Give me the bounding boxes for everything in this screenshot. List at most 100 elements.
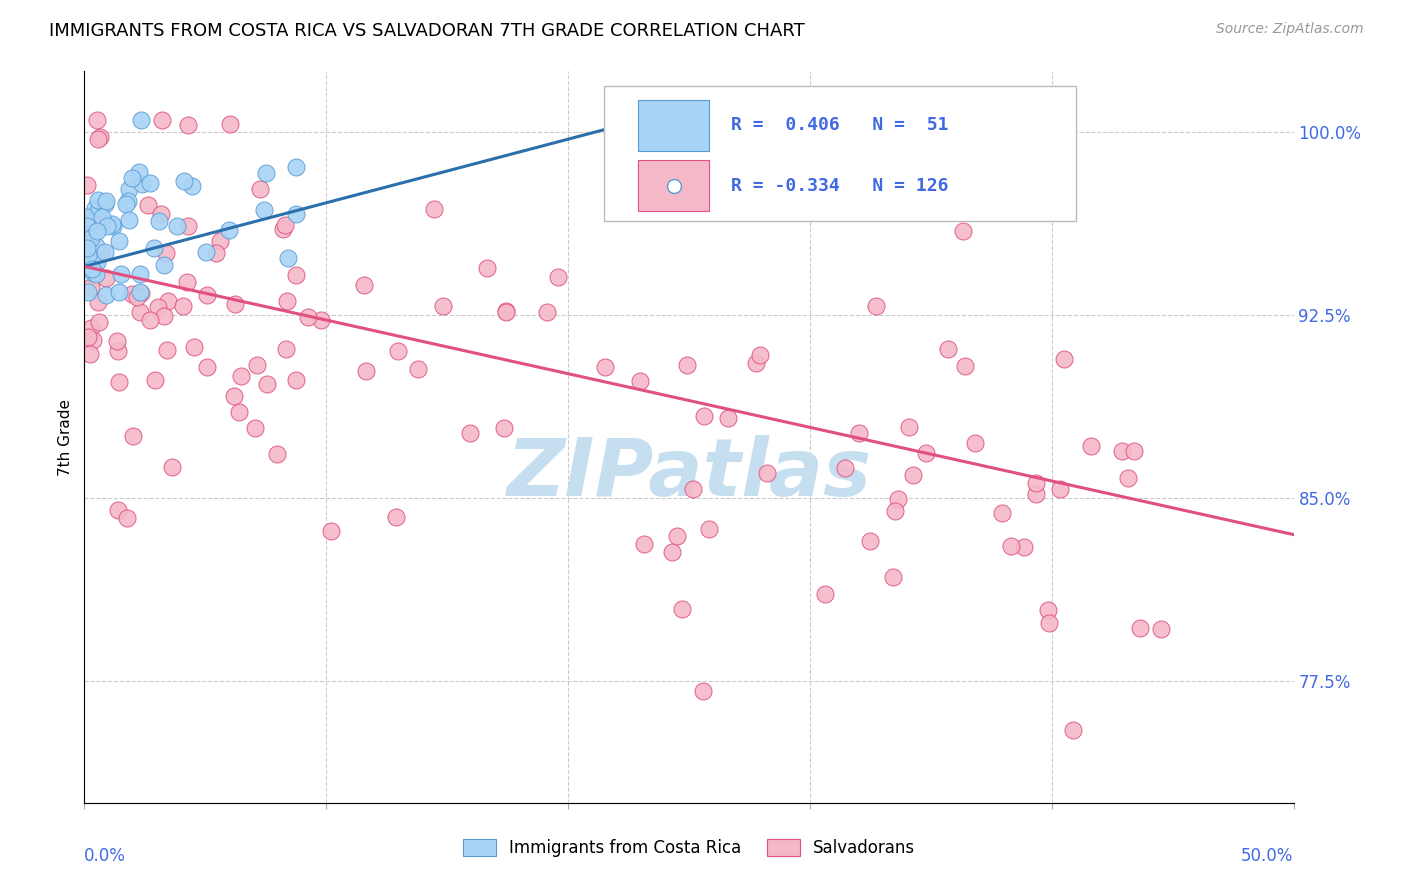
Point xyxy=(266,447,288,461)
Point xyxy=(209,234,232,248)
Point xyxy=(953,359,976,374)
Point xyxy=(80,279,103,293)
Point xyxy=(79,216,101,230)
Point xyxy=(276,294,298,309)
Point xyxy=(284,207,307,221)
Point xyxy=(1025,475,1047,490)
Point xyxy=(118,212,141,227)
Point xyxy=(354,364,377,378)
Point xyxy=(475,261,498,276)
Point xyxy=(82,262,104,277)
Point xyxy=(94,196,117,211)
Point xyxy=(245,358,267,372)
Point xyxy=(224,297,246,311)
Point xyxy=(1038,615,1060,630)
Point xyxy=(101,219,124,234)
Point xyxy=(115,511,138,525)
Point xyxy=(682,482,704,496)
Point xyxy=(1012,540,1035,554)
Point xyxy=(205,246,228,260)
Point xyxy=(149,207,172,221)
Point xyxy=(83,201,105,215)
Point xyxy=(177,118,200,132)
Point xyxy=(143,241,166,255)
Text: R =  0.406   N =  51: R = 0.406 N = 51 xyxy=(731,117,949,135)
Point xyxy=(94,271,117,285)
Point xyxy=(458,425,481,440)
Point xyxy=(697,522,720,536)
Point xyxy=(87,132,110,146)
Point xyxy=(547,270,569,285)
Point xyxy=(938,342,960,356)
Point xyxy=(406,361,429,376)
Point xyxy=(834,461,856,475)
Text: 0.0%: 0.0% xyxy=(84,847,127,864)
Point xyxy=(661,545,683,559)
Point xyxy=(353,277,375,292)
Point xyxy=(76,241,98,255)
Point xyxy=(536,305,558,319)
Point xyxy=(128,285,150,299)
Point xyxy=(218,117,240,131)
Point xyxy=(666,529,689,543)
Point xyxy=(676,358,699,372)
Point xyxy=(229,368,252,383)
Point xyxy=(882,570,904,584)
Point xyxy=(633,536,655,550)
Point xyxy=(423,202,446,216)
Point xyxy=(110,267,132,281)
Point xyxy=(194,245,217,260)
Point xyxy=(148,214,170,228)
Point xyxy=(86,255,108,269)
Point xyxy=(195,288,218,302)
Text: R = -0.334   N = 126: R = -0.334 N = 126 xyxy=(731,177,949,194)
Point xyxy=(745,356,768,370)
Point xyxy=(886,492,908,507)
Point xyxy=(80,321,103,335)
Point xyxy=(84,267,107,281)
Point xyxy=(83,252,105,267)
Point xyxy=(122,429,145,443)
Point xyxy=(86,239,108,253)
Point xyxy=(107,344,129,359)
Point xyxy=(87,201,110,215)
Point xyxy=(1053,351,1076,366)
Point xyxy=(118,182,141,196)
Point xyxy=(1080,439,1102,453)
Point xyxy=(94,216,117,230)
Point xyxy=(183,340,205,354)
Point xyxy=(884,504,907,518)
Point xyxy=(432,299,454,313)
Point xyxy=(131,285,153,300)
Point xyxy=(145,373,167,387)
Point xyxy=(86,113,108,128)
Point xyxy=(101,217,124,231)
Point xyxy=(274,218,297,232)
Point xyxy=(173,174,195,188)
Point xyxy=(495,305,517,319)
Point xyxy=(76,219,98,234)
Point xyxy=(865,299,887,313)
Point xyxy=(139,176,162,190)
Point xyxy=(756,466,779,480)
Point xyxy=(94,245,117,260)
Point xyxy=(82,333,104,347)
Y-axis label: 7th Grade: 7th Grade xyxy=(58,399,73,475)
Point xyxy=(91,211,114,225)
Point xyxy=(96,288,118,302)
Point xyxy=(195,360,218,375)
Text: IMMIGRANTS FROM COSTA RICA VS SALVADORAN 7TH GRADE CORRELATION CHART: IMMIGRANTS FROM COSTA RICA VS SALVADORAN… xyxy=(49,22,806,40)
Point xyxy=(1049,482,1071,496)
Point xyxy=(105,334,128,348)
Point xyxy=(153,258,176,272)
Point xyxy=(150,113,173,128)
Point xyxy=(82,267,104,281)
Point xyxy=(79,231,101,245)
Point xyxy=(915,446,938,460)
Point xyxy=(274,342,297,356)
Point xyxy=(172,299,194,313)
Point xyxy=(129,267,152,281)
Point xyxy=(284,373,307,387)
Point xyxy=(228,405,250,419)
Point xyxy=(146,300,169,314)
